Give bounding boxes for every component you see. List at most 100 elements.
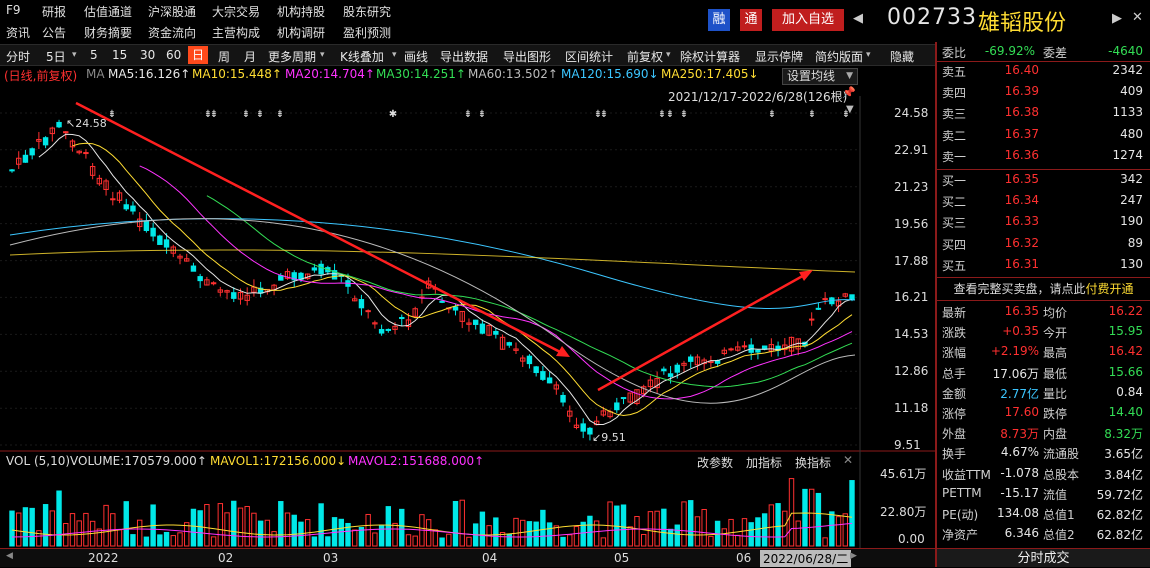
candle-body xyxy=(318,263,324,275)
volume-bar xyxy=(311,536,318,547)
menu-f9[interactable]: F9 xyxy=(6,3,21,17)
close-icon[interactable]: ✕ xyxy=(1132,10,1143,25)
volume-bar xyxy=(768,504,775,547)
stat-label: 总手 xyxy=(942,366,967,381)
menu-news[interactable]: 资讯 xyxy=(6,26,31,40)
intraday-trades-tab[interactable]: 分时成交 xyxy=(937,548,1150,567)
candle-body xyxy=(358,299,365,309)
volume-bar xyxy=(9,510,15,547)
tab-month[interactable]: 月 xyxy=(244,50,257,64)
forward-adjust-button[interactable]: 前复权 xyxy=(627,50,664,64)
exright-calculator-button[interactable]: 除权计算器 xyxy=(680,50,741,64)
simple-layout-button[interactable]: 简约版面 xyxy=(815,50,864,64)
volume-bar xyxy=(607,501,613,547)
tab-15min[interactable]: 15 xyxy=(112,48,128,62)
vol-switch-indicator-button[interactable]: 换指标 xyxy=(795,456,832,470)
event-marker: ⇟ xyxy=(594,109,602,120)
stat-value: 17.06万 xyxy=(992,366,1039,381)
tab-30min[interactable]: 30 xyxy=(140,48,156,62)
ma-settings-dropdown[interactable]: 设置均线 ▼ xyxy=(782,68,858,85)
range-stats-button[interactable]: 区间统计 xyxy=(565,50,614,64)
chevron-down-icon[interactable]: ▾ xyxy=(392,50,397,60)
candle-body xyxy=(123,204,129,210)
buy-price: 16.35 xyxy=(1004,172,1039,186)
scroll-left-icon[interactable]: ◀ xyxy=(6,551,13,561)
buy-level-label: 买一 xyxy=(942,174,967,188)
sell-volume: 1274 xyxy=(1112,147,1143,162)
menu-research[interactable]: 研报 xyxy=(42,5,67,19)
mavol1-line xyxy=(11,512,853,536)
tab-intraday[interactable]: 分时 xyxy=(6,50,31,64)
ma-settings-label: 设置均线 xyxy=(787,69,836,83)
margin-badge[interactable]: 融 xyxy=(708,9,730,31)
stat-value: 8.73万 xyxy=(1000,427,1039,442)
volume-header: VOL (5,10) VOLUME:170579.000↑ MAVOL1:172… xyxy=(0,453,935,471)
downtrend-arrow-line xyxy=(75,101,567,357)
close-panel-icon[interactable]: ✕ xyxy=(843,453,854,467)
pin-icon[interactable]: 📌 xyxy=(842,86,856,99)
export-data-button[interactable]: 导出数据 xyxy=(440,50,489,64)
vol-params-button[interactable]: 改参数 xyxy=(697,456,734,470)
export-graph-button[interactable]: 导出图形 xyxy=(503,50,552,64)
candle-body xyxy=(378,329,385,334)
tab-day[interactable]: 日 xyxy=(188,46,209,64)
stat-value: 16.35 xyxy=(1004,304,1039,318)
candle-body xyxy=(224,290,230,293)
draw-line-button[interactable]: 画线 xyxy=(404,50,429,64)
stat-label: 净资产 xyxy=(942,528,979,543)
tab-5min[interactable]: 5 xyxy=(90,48,98,62)
add-watchlist-button[interactable]: 加入自选 xyxy=(772,9,844,31)
candle-body xyxy=(674,364,680,373)
volume-bar xyxy=(600,537,607,547)
candle-body xyxy=(42,137,49,146)
candle-body xyxy=(520,357,526,362)
volume-bar xyxy=(808,488,815,547)
chevron-down-icon[interactable]: ▾ xyxy=(320,50,325,60)
order-book-promo[interactable]: 查看完整买卖盘，请点此付费开通 xyxy=(937,278,1150,300)
chevron-down-icon[interactable]: ▾ xyxy=(866,50,871,60)
menu-hk-connect[interactable]: 沪深股通 xyxy=(148,5,197,19)
menu-announcement[interactable]: 公告 xyxy=(42,26,67,40)
kline-overlay-button[interactable]: K线叠加 xyxy=(340,50,384,64)
show-suspension-button[interactable]: 显示停牌 xyxy=(755,50,804,64)
stat-value: +2.19% xyxy=(990,344,1039,359)
candle-body xyxy=(647,379,654,388)
menu-fund-flow[interactable]: 资金流向 xyxy=(148,26,197,40)
menu-earnings-forecast[interactable]: 盈利预测 xyxy=(343,26,392,40)
candle-body xyxy=(110,198,116,201)
tab-60min[interactable]: 60 xyxy=(166,48,182,62)
volume-bar xyxy=(170,535,176,547)
candle-body xyxy=(567,410,573,417)
chevron-down-icon[interactable]: ▾ xyxy=(72,50,77,60)
volume-bar xyxy=(130,534,136,547)
stat-label: 最低 xyxy=(1043,366,1068,381)
buy-price: 16.31 xyxy=(1004,256,1039,271)
scroll-right-icon[interactable]: ▶ xyxy=(850,551,857,561)
prev-stock-icon[interactable]: ◀ xyxy=(853,11,863,26)
menu-business[interactable]: 主营构成 xyxy=(212,26,261,40)
menu-shareholder[interactable]: 股东研究 xyxy=(343,5,392,19)
candle-body xyxy=(365,310,371,313)
vol-add-indicator-button[interactable]: 加指标 xyxy=(746,456,783,470)
volume-bar xyxy=(224,512,230,547)
more-periods-button[interactable]: 更多周期 xyxy=(268,50,317,64)
hide-button[interactable]: 隐藏 xyxy=(890,50,915,64)
chevron-down-icon[interactable]: ▾ xyxy=(666,50,671,60)
tab-5day[interactable]: 5日 xyxy=(46,50,66,64)
buy-volume: 130 xyxy=(1120,256,1143,271)
menu-institution-research[interactable]: 机构调研 xyxy=(277,26,326,40)
menu-finance-summary[interactable]: 财务摘要 xyxy=(84,26,133,40)
menu-valuation[interactable]: 估值通道 xyxy=(84,5,133,19)
connect-badge[interactable]: 通 xyxy=(740,9,762,31)
next-stock-icon[interactable]: ▶ xyxy=(1112,11,1122,26)
candle-body xyxy=(157,235,163,245)
subscribe-link[interactable]: 付费开通 xyxy=(1085,282,1134,296)
tab-week[interactable]: 周 xyxy=(218,50,231,64)
stock-code: 002733 xyxy=(887,5,977,30)
volume-bar xyxy=(567,534,573,547)
menu-block-trade[interactable]: 大宗交易 xyxy=(212,5,261,19)
stat-value: 15.95 xyxy=(1108,324,1143,339)
menu-institution-holding[interactable]: 机构持股 xyxy=(277,5,326,19)
kline-chart[interactable]: ⇟ ⇟⇟ ⇟ ⇟ ⇟ ✱ ⇟ ⇟ ⇟⇟ ⇟ ⇟ ⇟ ⇟ ⇟ ⇟↖24.58↙9.51▼ xyxy=(0,42,935,550)
event-marker: ⇟ xyxy=(242,109,250,120)
